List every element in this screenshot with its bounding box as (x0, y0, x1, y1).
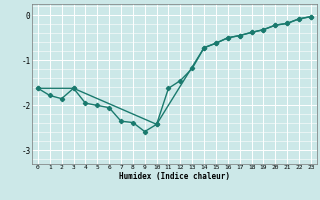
X-axis label: Humidex (Indice chaleur): Humidex (Indice chaleur) (119, 172, 230, 181)
